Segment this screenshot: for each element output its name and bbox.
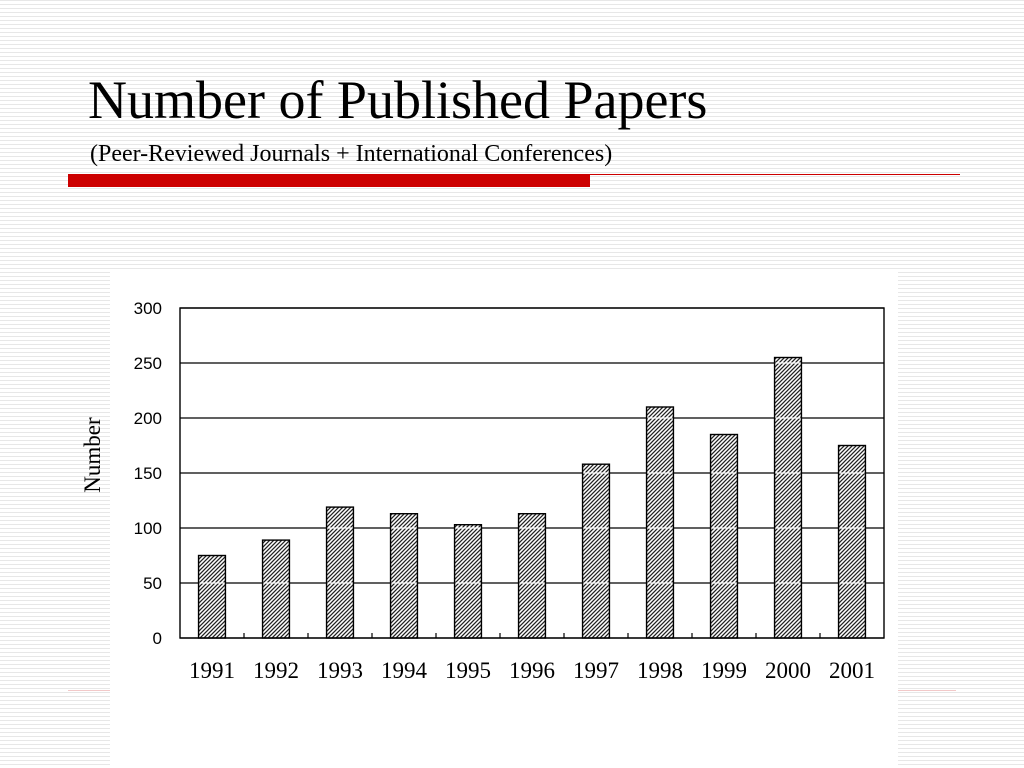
x-tick-label: 1999 bbox=[701, 658, 747, 683]
chart-panel: 0 50 100 150 200 250 300 1991 1992 1993 1994 1995 19… bbox=[80, 272, 898, 768]
x-tick-label: 2000 bbox=[765, 658, 811, 683]
x-tick-label: 1997 bbox=[573, 658, 619, 683]
bar-1993 bbox=[325, 506, 355, 639]
slide-subtitle: (Peer-Reviewed Journals + International … bbox=[90, 141, 613, 167]
plot-frame bbox=[179, 307, 885, 639]
bar-2000 bbox=[773, 356, 803, 639]
y-axis-title: Number bbox=[80, 417, 105, 493]
y-tick-label: 250 bbox=[134, 354, 162, 373]
title-divider-line bbox=[590, 174, 960, 175]
bar-1998 bbox=[645, 406, 675, 639]
x-tick-label: 1993 bbox=[317, 658, 363, 683]
bar-1992 bbox=[261, 539, 291, 639]
x-tick-label: 1994 bbox=[381, 658, 428, 683]
bar-1997 bbox=[581, 463, 611, 639]
bar-1991 bbox=[197, 554, 227, 639]
bar-1994 bbox=[389, 512, 419, 639]
x-tick-label: 1995 bbox=[445, 658, 491, 683]
footer-divider-right bbox=[898, 690, 956, 691]
footer-divider-left bbox=[68, 690, 110, 691]
y-tick-label: 200 bbox=[134, 409, 162, 428]
x-tick-label: 1998 bbox=[637, 658, 683, 683]
y-tick-label: 0 bbox=[153, 629, 162, 648]
bar-1999 bbox=[709, 433, 739, 639]
bar-1995 bbox=[453, 523, 483, 639]
x-tick-label: 1991 bbox=[189, 658, 235, 683]
bar-1996 bbox=[517, 512, 547, 639]
x-tick-label: 1992 bbox=[253, 658, 299, 683]
bar-2001 bbox=[837, 444, 867, 639]
y-tick-label: 150 bbox=[134, 464, 162, 483]
y-tick-label: 100 bbox=[134, 519, 162, 538]
slide-title: Number of Published Papers bbox=[88, 70, 708, 130]
y-tick-label: 50 bbox=[143, 574, 162, 593]
y-tick-label: 300 bbox=[134, 299, 162, 318]
x-tick-label: 1996 bbox=[509, 658, 555, 683]
title-accent-bar bbox=[68, 174, 590, 187]
x-tick-label: 2001 bbox=[829, 658, 875, 683]
bar-chart: 0 50 100 150 200 250 300 1991 1992 1993 1994 1995 19… bbox=[80, 299, 885, 683]
